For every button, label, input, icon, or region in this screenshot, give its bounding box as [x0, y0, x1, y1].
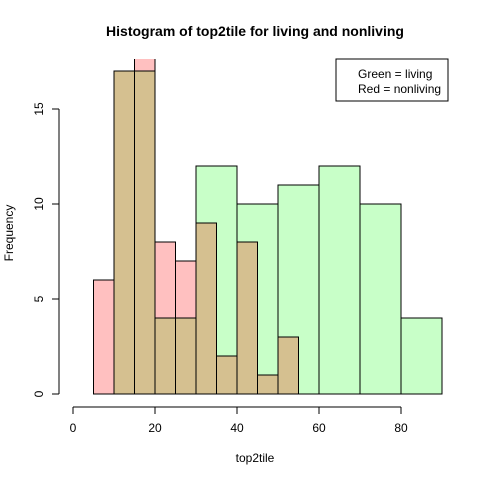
x-tick-label: 40: [230, 421, 244, 435]
y-axis: 0 5 10 15: [32, 102, 60, 397]
legend-line-living: Green = living: [358, 67, 432, 81]
bar-series0-bin0: [93, 279, 115, 395]
bar-series2-bin4: [195, 222, 217, 395]
x-axis: 0 20 40 60 80: [70, 406, 408, 435]
x-tick-label: 80: [394, 421, 408, 435]
bar-series2-bin8: [277, 336, 299, 395]
bar-series2-bin2: [154, 317, 176, 395]
x-axis-label: top2tile: [236, 451, 275, 465]
bar-series2-bin5: [216, 355, 238, 395]
y-tick-label: 10: [32, 197, 46, 211]
legend-line-nonliving: Red = nonliving: [358, 82, 441, 96]
bar-series2-bin3: [175, 317, 197, 395]
y-axis-label: Frequency: [2, 205, 16, 262]
x-tick-label: 60: [312, 421, 326, 435]
legend: Green = living Red = nonliving: [335, 58, 449, 102]
bar-series2-bin1: [134, 70, 156, 395]
bar-series1-bin4: [359, 203, 402, 395]
bar-series2-bin7: [257, 374, 279, 395]
y-tick-label: 15: [32, 102, 46, 116]
x-tick-label: 20: [148, 421, 162, 435]
y-tick-label: 5: [32, 295, 46, 302]
bar-series1-bin3: [318, 165, 361, 395]
x-tick-label: 0: [70, 421, 77, 435]
y-tick-label: 0: [32, 390, 46, 397]
bar-series2-bin0: [113, 70, 135, 395]
bar-series1-bin5: [400, 317, 443, 395]
bar-series2-bin6: [236, 241, 258, 395]
chart-title: Histogram of top2tile for living and non…: [106, 23, 404, 39]
bars-group: [93, 59, 443, 395]
legend-box: [335, 58, 449, 102]
